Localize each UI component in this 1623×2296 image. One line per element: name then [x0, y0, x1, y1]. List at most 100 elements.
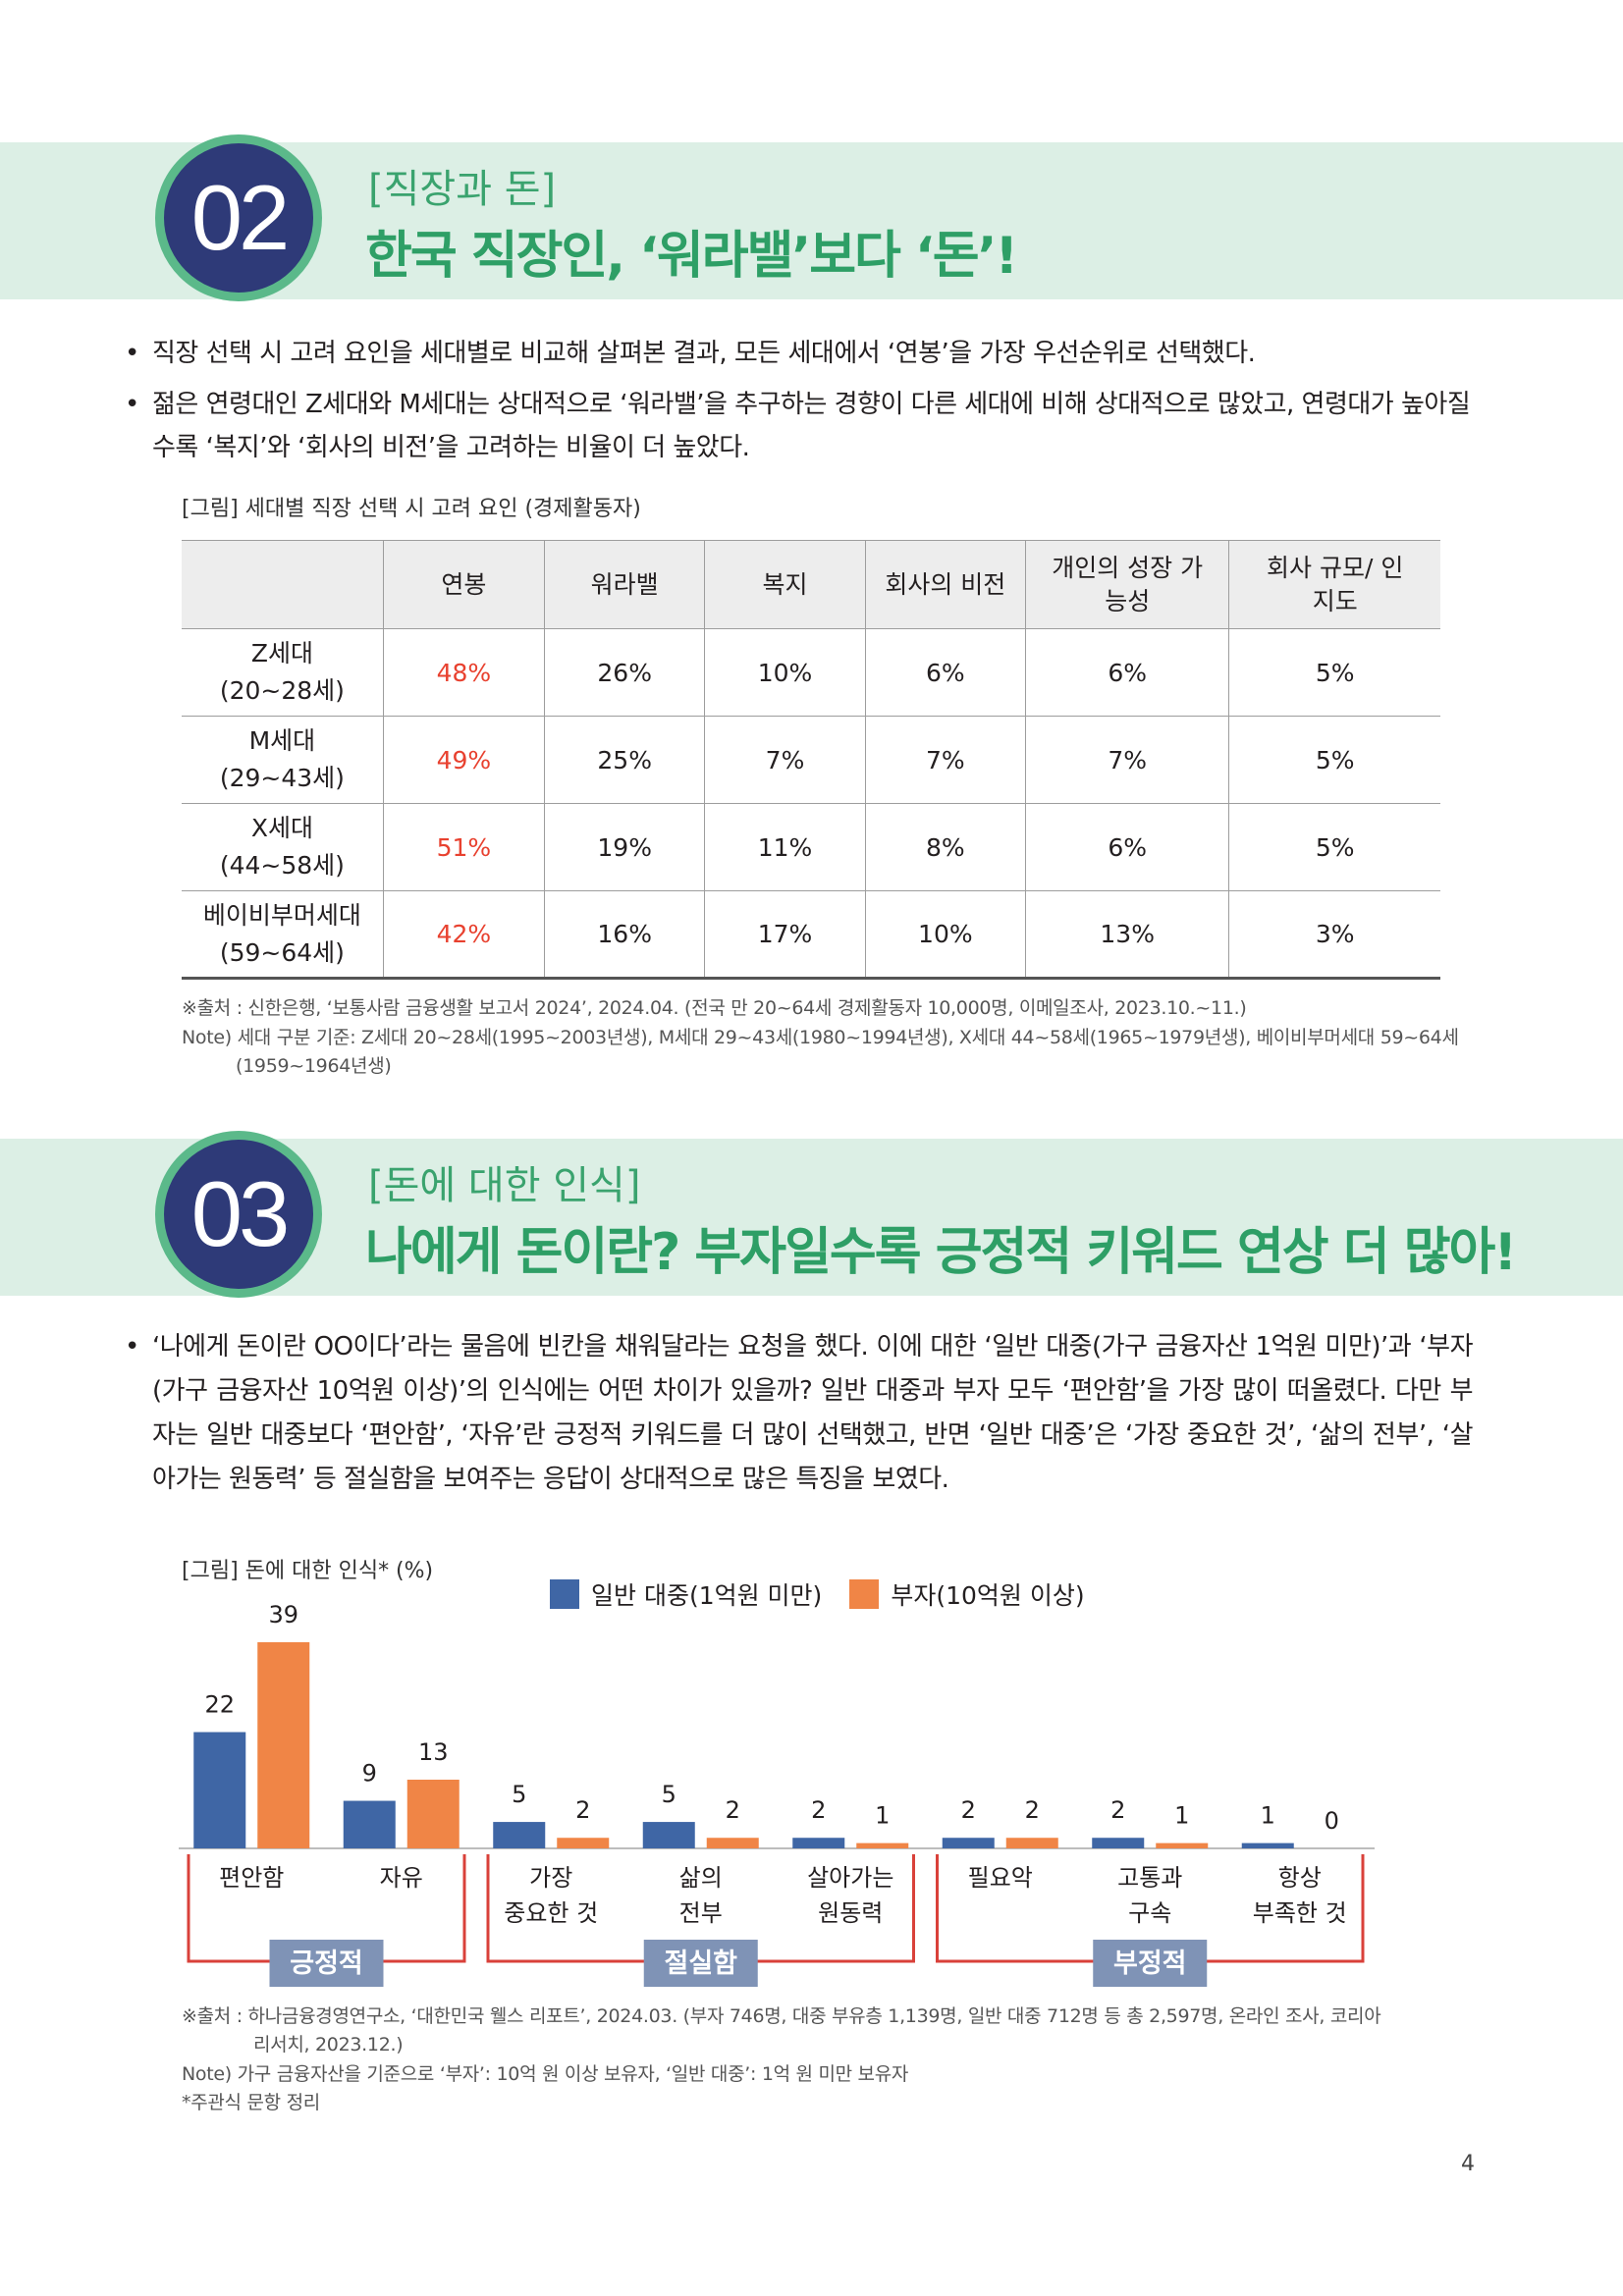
legend-swatch	[849, 1579, 880, 1609]
table-header-row: 연봉 워라밸 복지 회사의 비전 개인의 성장 가능성 회사 규모/ 인지도	[182, 540, 1440, 629]
bar-value-label: 2	[726, 1796, 740, 1824]
page-number: 4	[1461, 2152, 1475, 2176]
category-label: 원동력	[818, 1899, 883, 1927]
generation-age-range: (20~28세)	[219, 676, 345, 705]
bar-public	[1092, 1838, 1145, 1848]
bar-public	[792, 1838, 845, 1848]
value-cell: 6%	[864, 628, 1026, 717]
value-cell: 42%	[382, 890, 545, 979]
bar-public	[493, 1822, 546, 1848]
section-3-title: 나에게 돈이란? 부자일수록 긍정적 키워드 연상 더 많아!	[365, 1223, 1517, 1282]
bar-value-label: 13	[418, 1738, 449, 1766]
generation-name: 베이비부머세대	[202, 900, 361, 930]
generation-cell: 베이비부머세대 (59~64세)	[182, 891, 383, 979]
section-3-note: Note) 가구 금융자산을 기준으로 ‘부자’: 10억 원 이상 보유자, …	[182, 2063, 909, 2085]
table-row: Z세대 (20~28세) 48% 26% 10% 6% 6% 5%	[182, 628, 1440, 717]
value-cell: 48%	[382, 628, 545, 717]
section-2-note-cont: (1959~1964년생)	[236, 1055, 392, 1077]
bar-value-label: 2	[1110, 1796, 1125, 1824]
table-header-empty	[182, 541, 383, 629]
category-label: 부족한 것	[1253, 1899, 1347, 1927]
category-label: 자유	[380, 1864, 423, 1892]
group-label: 부정적	[1113, 1949, 1187, 1979]
bar-rich	[406, 1780, 460, 1848]
value-cell: 11%	[704, 803, 866, 891]
bar-public	[1241, 1842, 1294, 1848]
value-cell: 19%	[544, 803, 705, 891]
section-2-source: ※출처 : 신한은행, ‘보통사람 금융생활 보고서 2024’, 2024.0…	[182, 997, 1247, 1019]
generation-cell: M세대 (29~43세)	[182, 717, 383, 804]
value-cell: 26%	[544, 628, 705, 717]
value-cell: 10%	[864, 890, 1026, 979]
section-3-source-cont: 리서치, 2023.12.)	[253, 2034, 404, 2056]
group-label-box	[643, 1940, 758, 1987]
table-caption: [그림] 세대별 직장 선택 시 고려 요인 (경제활동자)	[182, 497, 641, 521]
section-2-bullet-1: 직장 선택 시 고려 요인을 세대별로 비교해 살펴본 결과, 모든 세대에서 …	[125, 332, 1473, 375]
section-2-number-badge: 02	[155, 134, 322, 301]
bar-rich	[257, 1642, 310, 1848]
bar-value-label: 1	[1261, 1802, 1275, 1830]
bar-value-label: 2	[811, 1796, 826, 1824]
category-label: 중요한 것	[504, 1899, 598, 1927]
section-3-source: ※출처 : 하나금융경영연구소, ‘대한민국 웰스 리포트’, 2024.03.…	[182, 2005, 1381, 2027]
legend-label: 부자(10억원 이상)	[891, 1581, 1085, 1610]
category-label: 살아가는	[807, 1864, 893, 1892]
value-cell: 5%	[1228, 716, 1440, 804]
category-label: 가장	[529, 1864, 572, 1892]
table-header: 연봉	[382, 540, 545, 629]
bar-rich	[1005, 1838, 1058, 1848]
table-header: 워라밸	[544, 540, 705, 629]
category-label: 전부	[679, 1899, 723, 1927]
section-3-subtitle: [돈에 대한 인식]	[368, 1163, 641, 1208]
value-cell: 7%	[1024, 716, 1229, 804]
bar-rich	[856, 1842, 909, 1848]
bar-rich	[1156, 1842, 1209, 1848]
generation-cell: X세대 (44~58세)	[182, 804, 383, 891]
bar-rich	[706, 1838, 759, 1848]
table-header: 개인의 성장 가능성	[1024, 540, 1229, 629]
bar-public	[193, 1732, 246, 1848]
bar-value-label: 39	[268, 1601, 298, 1629]
group-label-box	[1093, 1940, 1208, 1987]
category-label: 편안함	[219, 1864, 284, 1892]
generation-age-range: (59~64세)	[219, 937, 345, 967]
group-label: 절실함	[664, 1949, 737, 1979]
bar-rich	[557, 1838, 610, 1848]
bar-value-label: 9	[362, 1760, 377, 1788]
generation-name: Z세대	[250, 639, 313, 667]
bar-value-label: 1	[1174, 1802, 1189, 1830]
value-cell: 16%	[544, 890, 705, 979]
value-cell: 10%	[704, 628, 866, 717]
value-cell: 17%	[704, 890, 866, 979]
bar-value-label: 5	[512, 1781, 526, 1808]
category-label: 항상	[1278, 1864, 1322, 1892]
value-cell: 13%	[1024, 890, 1229, 979]
group-label: 긍정적	[290, 1949, 363, 1979]
bar-value-label: 0	[1325, 1807, 1339, 1835]
bar-value-label: 1	[875, 1802, 890, 1830]
generation-name: X세대	[250, 814, 313, 842]
generation-cell: Z세대 (20~28세)	[182, 629, 383, 717]
job-factor-table: 연봉 워라밸 복지 회사의 비전 개인의 성장 가능성 회사 규모/ 인지도 Z…	[182, 540, 1440, 980]
value-cell: 6%	[1024, 628, 1229, 717]
legend-item-rich: 부자(10억원 이상)	[849, 1576, 1085, 1612]
value-cell: 5%	[1228, 628, 1440, 717]
category-label: 필요악	[968, 1864, 1033, 1892]
generation-age-range: (29~43세)	[219, 764, 345, 792]
bar-public	[942, 1838, 995, 1848]
value-cell: 25%	[544, 716, 705, 804]
bar-public	[642, 1822, 695, 1848]
section-2-note: Note) 세대 구분 기준: Z세대 20~28세(1995~2003년생),…	[182, 1027, 1459, 1048]
bar-public	[343, 1800, 396, 1848]
section-3-number-badge: 03	[155, 1131, 322, 1298]
table-header: 복지	[704, 540, 866, 629]
generation-age-range: (44~58세)	[219, 851, 345, 880]
value-cell: 51%	[382, 803, 545, 891]
category-label: 구속	[1128, 1899, 1171, 1927]
legend-swatch	[550, 1579, 579, 1609]
table-row: X세대 (44~58세) 51% 19% 11% 8% 6% 5%	[182, 803, 1440, 891]
value-cell: 49%	[382, 716, 545, 804]
table-row: M세대 (29~43세) 49% 25% 7% 7% 7% 5%	[182, 716, 1440, 804]
value-cell: 7%	[864, 716, 1026, 804]
